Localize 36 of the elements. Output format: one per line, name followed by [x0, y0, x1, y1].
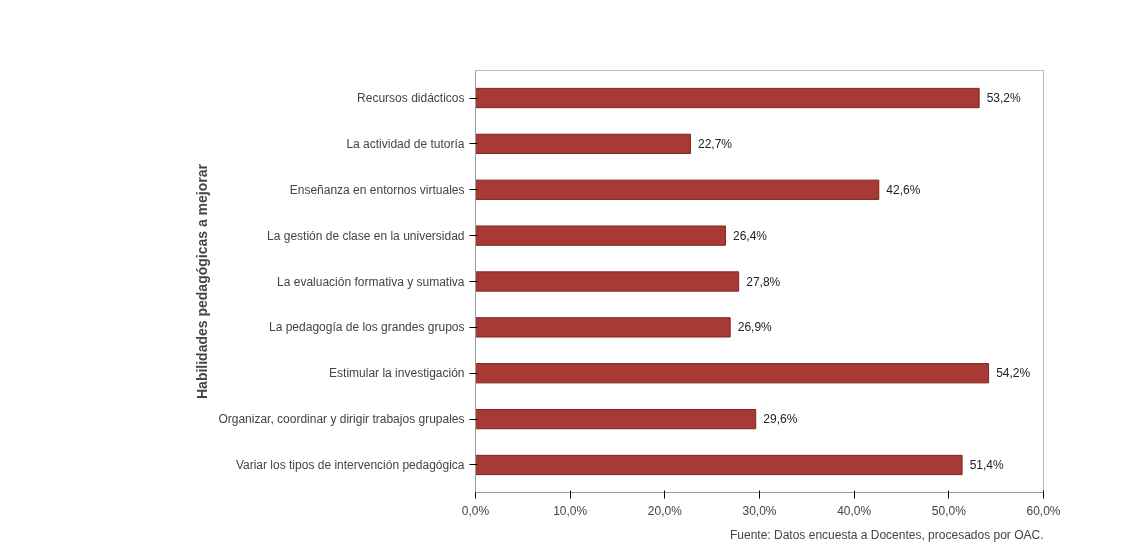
- y-tick-label: La actividad de tutoría: [346, 136, 465, 151]
- bar: [475, 317, 731, 338]
- data-label: 29,6%: [763, 412, 798, 427]
- bar: [475, 408, 757, 430]
- x-tick-label: 30,0%: [742, 503, 777, 518]
- y-tick-label: La evaluación formativa y sumativa: [277, 274, 465, 289]
- y-tick-label: Enseñanza en entornos virtuales: [289, 182, 465, 197]
- x-tick-label: 20,0%: [647, 503, 683, 518]
- x-tick-label: 10,0%: [553, 503, 588, 518]
- bar: [475, 225, 726, 246]
- data-label: 54,2%: [996, 366, 1031, 381]
- bar: [475, 133, 691, 155]
- y-axis-title: Habilidades pedagógicas a mejorar: [194, 163, 211, 399]
- bar: [475, 271, 740, 292]
- y-tick-label: Estimular la investigación: [329, 366, 465, 381]
- data-label: 51,4%: [969, 457, 1005, 472]
- y-tick-label: La gestión de clase en la universidad: [267, 228, 465, 243]
- x-tick-label: 0,0%: [461, 503, 490, 518]
- x-tick-label: 40,0%: [837, 503, 872, 518]
- data-label: 26,9%: [737, 320, 773, 335]
- data-label: 42,6%: [886, 182, 921, 197]
- data-label: 26,4%: [732, 228, 768, 243]
- y-tick-label: Recursos didácticos: [357, 91, 465, 106]
- source-note: Fuente: Datos encuesta a Docentes, procesados por OAC.: [729, 527, 1044, 542]
- data-label: 53,2%: [986, 91, 1022, 106]
- x-tick-label: 50,0%: [931, 503, 967, 518]
- bar: [475, 179, 880, 200]
- x-tick-label: 60,0%: [1026, 503, 1061, 518]
- data-label: 22,7%: [697, 136, 733, 151]
- bar: [475, 87, 980, 109]
- y-tick-label: Variar los tipos de intervención pedagógica: [235, 457, 465, 472]
- bar: [475, 363, 990, 384]
- y-tick-label: La pedagogía de los grandes grupos: [269, 320, 465, 335]
- data-label: 27,8%: [746, 274, 781, 289]
- y-tick-label: Organizar, coordinar y dirigir trabajos grupales: [218, 412, 465, 427]
- bar: [475, 454, 963, 476]
